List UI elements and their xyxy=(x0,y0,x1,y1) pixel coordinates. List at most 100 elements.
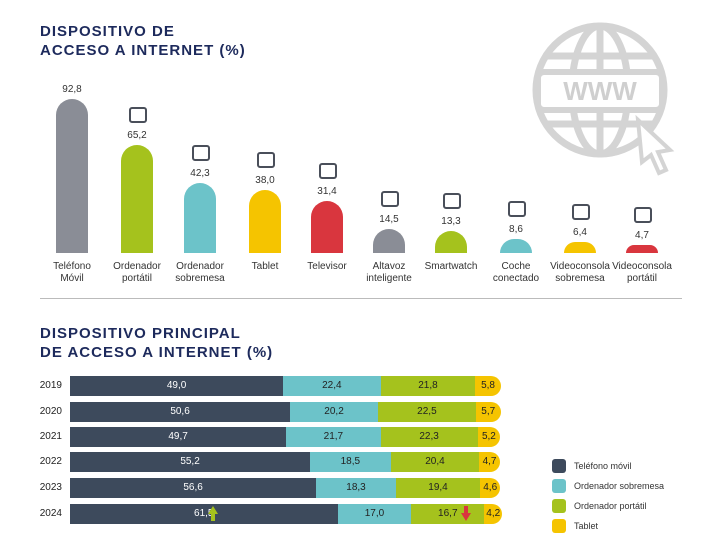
bar-segment xyxy=(380,376,476,396)
bar-segment xyxy=(70,427,287,447)
x-tick-label: Videoconsola sobremesa xyxy=(550,261,610,284)
value-label: 5,7 xyxy=(481,406,496,417)
x-tick-label: Smartwatch xyxy=(424,261,478,272)
divider xyxy=(40,298,682,299)
value-label: 22,4 xyxy=(322,380,342,391)
bar xyxy=(373,228,405,253)
bar-segment xyxy=(380,427,478,447)
y-tick-label: 2021 xyxy=(39,431,62,442)
bar-segment xyxy=(286,427,381,447)
bar-segment xyxy=(377,402,476,422)
value-label: 38,0 xyxy=(255,174,275,186)
value-label: 56,6 xyxy=(183,482,203,493)
value-label: 18,5 xyxy=(340,456,361,467)
y-tick-label: 2023 xyxy=(39,482,62,493)
bar-segment xyxy=(475,376,501,396)
value-label: 6,4 xyxy=(573,227,587,239)
value-label: 49,0 xyxy=(166,380,187,391)
bar xyxy=(626,245,658,253)
y-tick-label: 2019 xyxy=(39,380,62,391)
bar-segment xyxy=(390,452,480,472)
trend-arrow-down-stem xyxy=(464,506,468,514)
value-label: 4,6 xyxy=(483,482,498,493)
bar xyxy=(564,242,596,253)
legend-label: Ordenador sobremesa xyxy=(574,481,665,491)
value-label: 4,7 xyxy=(482,456,497,467)
bar xyxy=(249,189,281,253)
value-label: 21,8 xyxy=(418,380,438,391)
value-label: 4,7 xyxy=(635,230,649,242)
value-label: 20,2 xyxy=(324,406,344,417)
value-label: 42,3 xyxy=(190,167,210,179)
bar-segment xyxy=(70,402,291,422)
bar xyxy=(56,98,88,253)
value-label: 65,2 xyxy=(127,129,147,141)
bar-segment xyxy=(480,478,501,498)
globe-icon: WWW xyxy=(532,22,675,176)
legend-swatch xyxy=(552,479,566,493)
legend-label: Ordenador portátil xyxy=(574,501,647,511)
x-tick-label: Altavoz inteligente xyxy=(366,261,412,284)
value-label: 5,8 xyxy=(481,380,495,391)
value-label: 49,7 xyxy=(168,431,188,442)
device-icon xyxy=(129,106,147,123)
device-icon xyxy=(381,190,399,207)
bar-segment xyxy=(283,376,381,396)
value-label: 55,2 xyxy=(180,456,200,467)
bar xyxy=(311,200,343,253)
bar-segment xyxy=(290,402,378,422)
globe-text: WWW xyxy=(563,76,637,106)
x-tick-label: Teléfono Móvil xyxy=(53,261,91,284)
value-label: 16,7 xyxy=(438,508,458,519)
bar-segment xyxy=(70,504,338,524)
bar-segment xyxy=(479,452,500,472)
value-label: 61,5 xyxy=(194,508,214,519)
trend-arrow-up-stem xyxy=(211,513,215,521)
bar-segment xyxy=(484,504,503,524)
value-label: 21,7 xyxy=(323,431,344,442)
legend-label: Tablet xyxy=(574,521,599,531)
device-icon xyxy=(443,192,461,209)
bar xyxy=(121,144,153,253)
bar-segment xyxy=(475,402,501,422)
legend-swatch xyxy=(552,519,566,533)
value-label: 8,6 xyxy=(509,223,523,235)
chart-title: DISPOSITIVO PRINCIPAL DE ACCESO A INTERN… xyxy=(40,325,274,361)
value-label: 92,8 xyxy=(62,83,82,95)
value-label: 20,4 xyxy=(425,456,445,467)
device-icon xyxy=(319,162,337,179)
bar-segment xyxy=(337,504,412,524)
chart-title: DISPOSITIVO DE ACCESO A INTERNET (%) xyxy=(40,23,246,59)
x-tick-label: Televisor xyxy=(307,261,347,272)
x-tick-label: Coche conectado xyxy=(492,261,540,284)
device-icon xyxy=(572,204,590,221)
device-icon xyxy=(634,207,652,224)
value-label: 4,2 xyxy=(486,508,501,519)
x-tick-label: Videoconsola portátil xyxy=(612,261,672,284)
value-label: 17,0 xyxy=(364,508,385,519)
device-icon xyxy=(192,144,210,161)
value-label: 18,3 xyxy=(346,482,366,493)
y-tick-label: 2022 xyxy=(39,456,62,467)
bar xyxy=(184,182,216,253)
legend-label: Teléfono móvil xyxy=(574,461,632,471)
y-tick-label: 2024 xyxy=(39,508,62,519)
bar xyxy=(435,230,467,253)
bar xyxy=(500,238,532,253)
value-label: 19,4 xyxy=(428,482,448,493)
value-label: 14,5 xyxy=(379,213,399,225)
value-label: 5,2 xyxy=(481,431,496,442)
y-tick-label: 2020 xyxy=(39,406,62,417)
bar-segment xyxy=(316,478,396,498)
bar-segment xyxy=(70,478,317,498)
bar-segment xyxy=(477,427,501,447)
device-icon xyxy=(508,200,526,217)
trend-arrow-down xyxy=(461,513,471,521)
legend-swatch xyxy=(552,499,566,513)
legend-swatch xyxy=(552,459,566,473)
x-tick-label: Ordenador portátil xyxy=(113,261,161,284)
bar-segment xyxy=(395,478,481,498)
x-tick-label: Ordenador sobremesa xyxy=(175,261,225,284)
value-label: 22,3 xyxy=(419,431,439,442)
